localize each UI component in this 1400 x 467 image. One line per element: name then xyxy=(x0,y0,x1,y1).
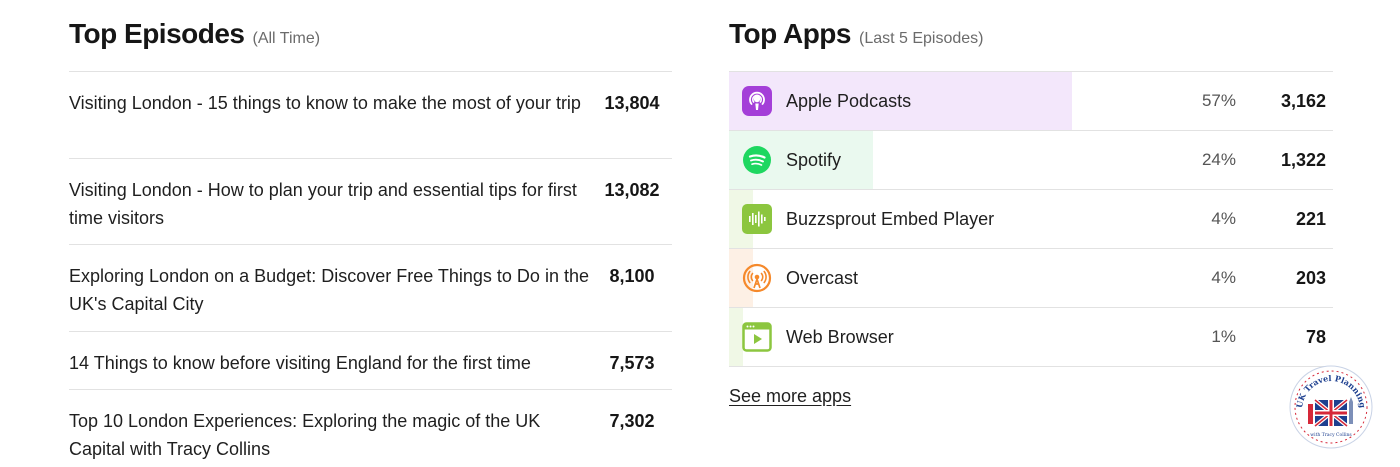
app-share-bar xyxy=(729,72,1072,130)
app-name: Web Browser xyxy=(786,326,894,347)
episode-row[interactable]: Top 10 London Experiences: Exploring the… xyxy=(69,390,672,467)
app-percent: 4% xyxy=(1211,209,1236,228)
episode-downloads: 7,302 xyxy=(609,410,655,431)
episode-downloads: 8,100 xyxy=(609,266,655,286)
app-downloads: 221 xyxy=(1295,208,1326,229)
top-apps-subtitle: (Last 5 Episodes) xyxy=(858,30,984,47)
apple-podcasts-icon xyxy=(742,86,772,116)
top-episodes-title: Top Episodes xyxy=(69,18,245,49)
app-downloads: 3,162 xyxy=(1280,90,1326,111)
app-share-bar xyxy=(729,249,754,307)
episode-title[interactable]: Top 10 London Experiences: Exploring the… xyxy=(69,410,541,459)
episode-list: Visiting London - 15 things to know to m… xyxy=(69,71,672,467)
app-percent: 1% xyxy=(1211,327,1236,346)
spotify-icon xyxy=(742,145,772,175)
web-browser-icon xyxy=(742,322,772,352)
top-apps-header: Top Apps (Last 5 Episodes) xyxy=(729,18,1333,52)
episode-row[interactable]: Visiting London - 15 things to know to m… xyxy=(69,72,672,159)
app-percent: 24% xyxy=(1201,150,1236,169)
overcast-icon xyxy=(742,263,772,293)
see-more-apps-link[interactable]: See more apps xyxy=(729,386,852,406)
logo-subtext: with Tracy Collins xyxy=(1310,432,1352,438)
app-name: Overcast xyxy=(786,267,859,288)
buzzsprout-icon xyxy=(742,204,772,234)
episode-row[interactable]: Exploring London on a Budget: Discover F… xyxy=(69,245,672,332)
top-episodes-subtitle: (All Time) xyxy=(252,30,321,47)
episode-downloads: 13,804 xyxy=(604,93,660,113)
app-row[interactable]: Spotify 24% 1,322 xyxy=(729,131,1333,190)
app-percent: 57% xyxy=(1201,91,1236,110)
episode-downloads: 13,082 xyxy=(604,179,660,200)
app-percent: 4% xyxy=(1211,268,1236,287)
app-row[interactable]: Buzzsprout Embed Player 4% 221 xyxy=(729,190,1333,249)
episode-row[interactable]: 14 Things to know before visiting Englan… xyxy=(69,332,672,390)
app-row[interactable]: Overcast 4% 203 xyxy=(729,249,1333,308)
app-downloads: 1,322 xyxy=(1280,149,1326,170)
episode-downloads: 7,573 xyxy=(609,352,655,373)
app-name: Apple Podcasts xyxy=(786,90,912,111)
app-list: Apple Podcasts 57% 3,162 Spotify 24% 1,3… xyxy=(729,71,1333,367)
app-row[interactable]: Apple Podcasts 57% 3,162 xyxy=(729,72,1333,131)
top-episodes-panel: Top Episodes (All Time) Visiting London … xyxy=(69,18,672,467)
app-share-bar xyxy=(729,308,743,366)
top-episodes-header: Top Episodes (All Time) xyxy=(69,18,672,52)
app-downloads: 78 xyxy=(1305,326,1326,347)
app-name: Buzzsprout Embed Player xyxy=(786,208,995,229)
top-apps-title: Top Apps xyxy=(729,18,851,49)
episode-title[interactable]: Visiting London - How to plan your trip … xyxy=(69,179,577,228)
episode-title[interactable]: Visiting London - 15 things to know to m… xyxy=(69,93,581,113)
app-downloads: 203 xyxy=(1295,267,1326,288)
uk-travel-planning-logo: UK Travel Planning with Tracy Collins xyxy=(1288,364,1374,450)
top-apps-panel: Top Apps (Last 5 Episodes) Apple Podcast… xyxy=(729,18,1333,407)
app-row[interactable]: Web Browser 1% 78 xyxy=(729,308,1333,367)
episode-row[interactable]: Visiting London - How to plan your trip … xyxy=(69,159,672,245)
app-name: Spotify xyxy=(786,149,842,170)
episode-title[interactable]: 14 Things to know before visiting Englan… xyxy=(69,352,531,373)
episode-title[interactable]: Exploring London on a Budget: Discover F… xyxy=(69,266,589,314)
